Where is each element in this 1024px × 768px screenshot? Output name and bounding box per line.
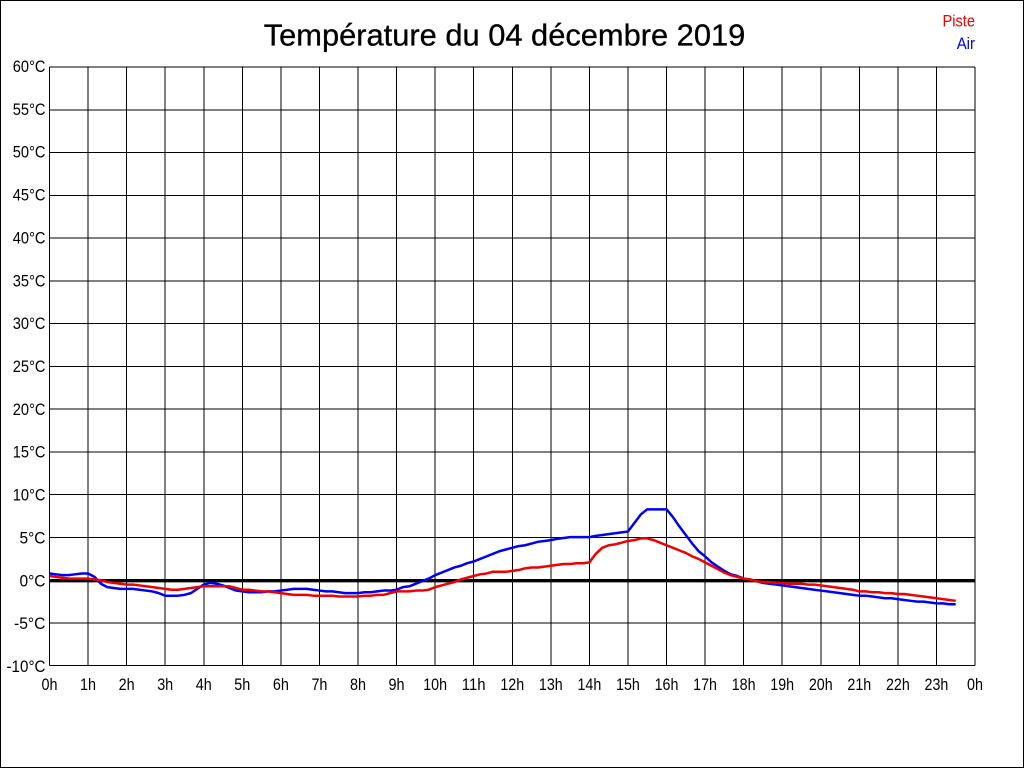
svg-text:4h: 4h: [196, 676, 212, 694]
svg-text:2h: 2h: [119, 676, 135, 694]
svg-text:22h: 22h: [886, 676, 910, 694]
svg-text:6h: 6h: [273, 676, 289, 694]
svg-text:13h: 13h: [539, 676, 563, 694]
svg-text:25°C: 25°C: [13, 358, 46, 376]
svg-text:20h: 20h: [809, 676, 833, 694]
svg-text:11h: 11h: [462, 676, 486, 694]
svg-text:15°C: 15°C: [13, 444, 46, 462]
svg-text:10h: 10h: [423, 676, 447, 694]
svg-text:7h: 7h: [311, 676, 327, 694]
svg-text:55°C: 55°C: [13, 101, 46, 119]
svg-text:3h: 3h: [157, 676, 173, 694]
svg-text:30°C: 30°C: [13, 315, 46, 333]
svg-text:5h: 5h: [234, 676, 250, 694]
svg-text:23h: 23h: [925, 676, 949, 694]
svg-text:21h: 21h: [847, 676, 871, 694]
svg-text:50°C: 50°C: [13, 144, 46, 162]
svg-text:35°C: 35°C: [13, 272, 46, 290]
svg-text:0°C: 0°C: [20, 572, 46, 590]
svg-text:0h: 0h: [42, 676, 58, 694]
svg-text:Piste: Piste: [943, 13, 976, 31]
svg-text:-5°C: -5°C: [14, 615, 46, 633]
svg-text:15h: 15h: [616, 676, 640, 694]
svg-text:17h: 17h: [693, 676, 717, 694]
svg-text:18h: 18h: [732, 676, 756, 694]
svg-text:8h: 8h: [350, 676, 366, 694]
svg-text:0h: 0h: [967, 676, 983, 694]
svg-text:10°C: 10°C: [13, 487, 46, 505]
svg-text:16h: 16h: [655, 676, 679, 694]
svg-text:-10°C: -10°C: [7, 658, 46, 676]
svg-text:45°C: 45°C: [13, 187, 46, 205]
svg-text:1h: 1h: [80, 676, 96, 694]
svg-text:Température du 04 décembre 201: Température du 04 décembre 2019: [264, 18, 746, 52]
svg-text:Air: Air: [957, 35, 976, 53]
svg-text:14h: 14h: [577, 676, 601, 694]
svg-text:12h: 12h: [500, 676, 524, 694]
svg-text:5°C: 5°C: [20, 529, 46, 547]
svg-text:20°C: 20°C: [13, 401, 46, 419]
svg-text:60°C: 60°C: [13, 58, 46, 76]
svg-text:9h: 9h: [389, 676, 405, 694]
svg-text:40°C: 40°C: [13, 229, 46, 247]
svg-text:19h: 19h: [770, 676, 794, 694]
